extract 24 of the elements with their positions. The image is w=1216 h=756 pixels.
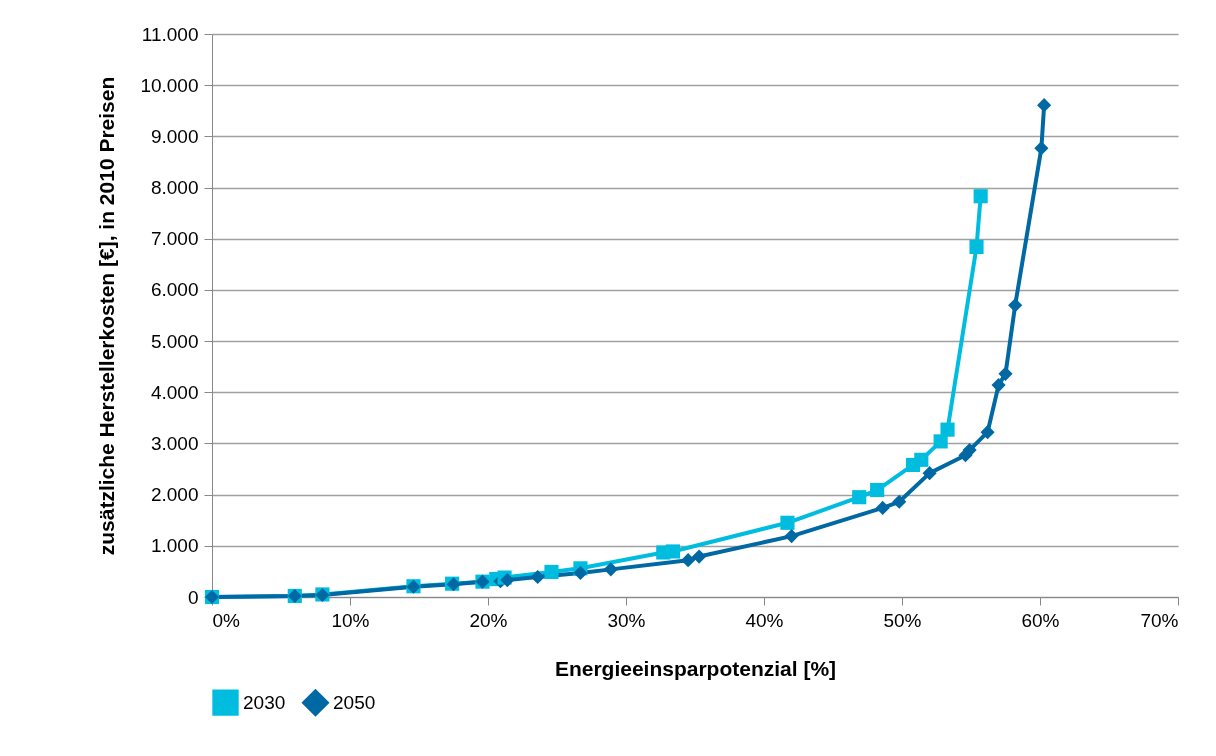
x-axis-title: Energieeinsparpotenzial [%] (554, 656, 837, 680)
y-tick-label: 9.000 (150, 125, 199, 147)
x-tick-label: 20% (469, 609, 508, 631)
y-tick-label: 8.000 (150, 177, 199, 199)
legend-label: 2050 (333, 691, 376, 713)
x-tick-label: 70% (1140, 609, 1179, 631)
y-axis-title: zusätzliche Herstellerkosten [€], in 2010 Preisen (95, 76, 119, 556)
x-tick-label: 40% (745, 609, 784, 631)
y-tick-label: 10.000 (140, 74, 199, 96)
x-tick-label: 30% (607, 609, 646, 631)
x-tick-label: 0% (212, 609, 241, 631)
y-tick-label: 1.000 (150, 535, 199, 557)
x-tick-label: 60% (1021, 609, 1060, 631)
y-tick-label: 5.000 (150, 330, 199, 352)
y-tick-label: 4.000 (150, 381, 199, 403)
y-tick-label: 0 (187, 586, 199, 608)
y-tick-label: 2.000 (150, 484, 199, 506)
legend-label: 2030 (243, 691, 286, 713)
y-tick-label: 6.000 (150, 279, 199, 301)
y-tick-label: 3.000 (150, 432, 199, 454)
y-tick-label: 7.000 (150, 228, 199, 250)
y-tick-label: 11.000 (141, 23, 199, 45)
x-tick-label: 50% (883, 609, 922, 631)
x-tick-label: 10% (331, 609, 370, 631)
